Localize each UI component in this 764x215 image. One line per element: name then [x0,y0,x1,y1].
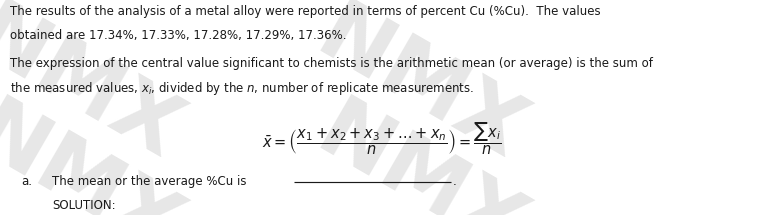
Text: NMX: NMX [303,0,538,178]
Text: .: . [452,175,456,188]
Text: The mean or the average %Cu is: The mean or the average %Cu is [52,175,247,188]
Text: SOLUTION:: SOLUTION: [52,199,115,212]
Text: $\mathit{\bar{x}} = \left(\dfrac{x_1 + x_2 + x_3 + \ldots + x_n}{n}\right) = \df: $\mathit{\bar{x}} = \left(\dfrac{x_1 + x… [262,120,502,157]
Text: the measured values, $x_i$, divided by the $n$, number of replicate measurements: the measured values, $x_i$, divided by t… [10,80,474,97]
Text: The results of the analysis of a metal alloy were reported in terms of percent C: The results of the analysis of a metal a… [10,5,601,18]
Text: obtained are 17.34%, 17.33%, 17.28%, 17.29%, 17.36%.: obtained are 17.34%, 17.33%, 17.28%, 17.… [10,29,346,42]
Text: NMX: NMX [303,91,538,215]
Text: The expression of the central value significant to chemists is the arithmetic me: The expression of the central value sign… [10,57,652,70]
Text: NMX: NMX [0,0,194,178]
Text: NMX: NMX [0,91,194,215]
Text: a.: a. [21,175,32,188]
